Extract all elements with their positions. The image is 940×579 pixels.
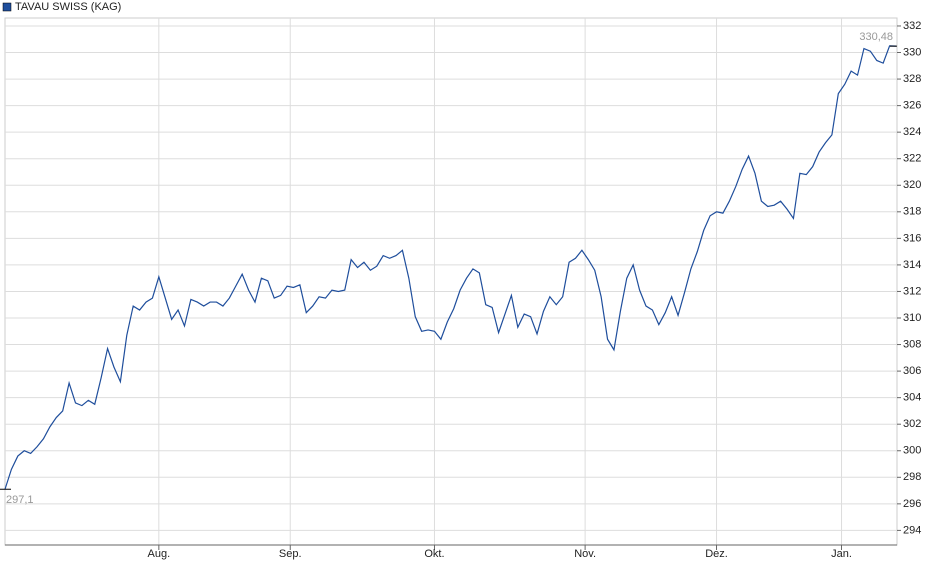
y-tick-label: 300 xyxy=(903,445,921,457)
x-tick-label: Nov. xyxy=(574,548,596,560)
plot-frame xyxy=(4,17,898,546)
y-tick-label: 332 xyxy=(903,20,921,32)
y-tick-label: 304 xyxy=(903,392,921,404)
y-tick-label: 316 xyxy=(903,232,921,244)
end-label: 330,48 xyxy=(859,31,893,43)
y-tick-label: 294 xyxy=(903,524,921,536)
x-tick-label: Jan. xyxy=(831,548,852,560)
y-tick-label: 306 xyxy=(903,365,921,377)
x-tick-label: Dez. xyxy=(705,548,728,560)
y-tick-label: 322 xyxy=(903,153,921,165)
legend-swatch xyxy=(2,2,12,12)
y-tick-label: 308 xyxy=(903,338,921,350)
y-tick-label: 296 xyxy=(903,498,921,510)
y-tick-label: 318 xyxy=(903,206,921,218)
x-tick-label: Sep. xyxy=(279,548,302,560)
y-tick-label: 298 xyxy=(903,471,921,483)
y-tick-label: 310 xyxy=(903,312,921,324)
line xyxy=(4,45,897,490)
y-tick-label: 314 xyxy=(903,259,921,271)
x-tick-label: Okt. xyxy=(424,548,444,560)
y-tick-label: 302 xyxy=(903,418,921,430)
y-tick-label: 328 xyxy=(903,73,921,85)
y-tick-label: 312 xyxy=(903,285,921,297)
legend-label: TAVAU SWISS (KAG) xyxy=(15,1,121,13)
y-tick-label: 330 xyxy=(903,46,921,58)
y-tick-label: 324 xyxy=(903,126,921,138)
y-tick-label: 326 xyxy=(903,100,921,112)
y-tick-label: 320 xyxy=(903,179,921,191)
start-label: 297,1 xyxy=(6,494,34,506)
x-tick-label: Aug. xyxy=(148,548,171,560)
